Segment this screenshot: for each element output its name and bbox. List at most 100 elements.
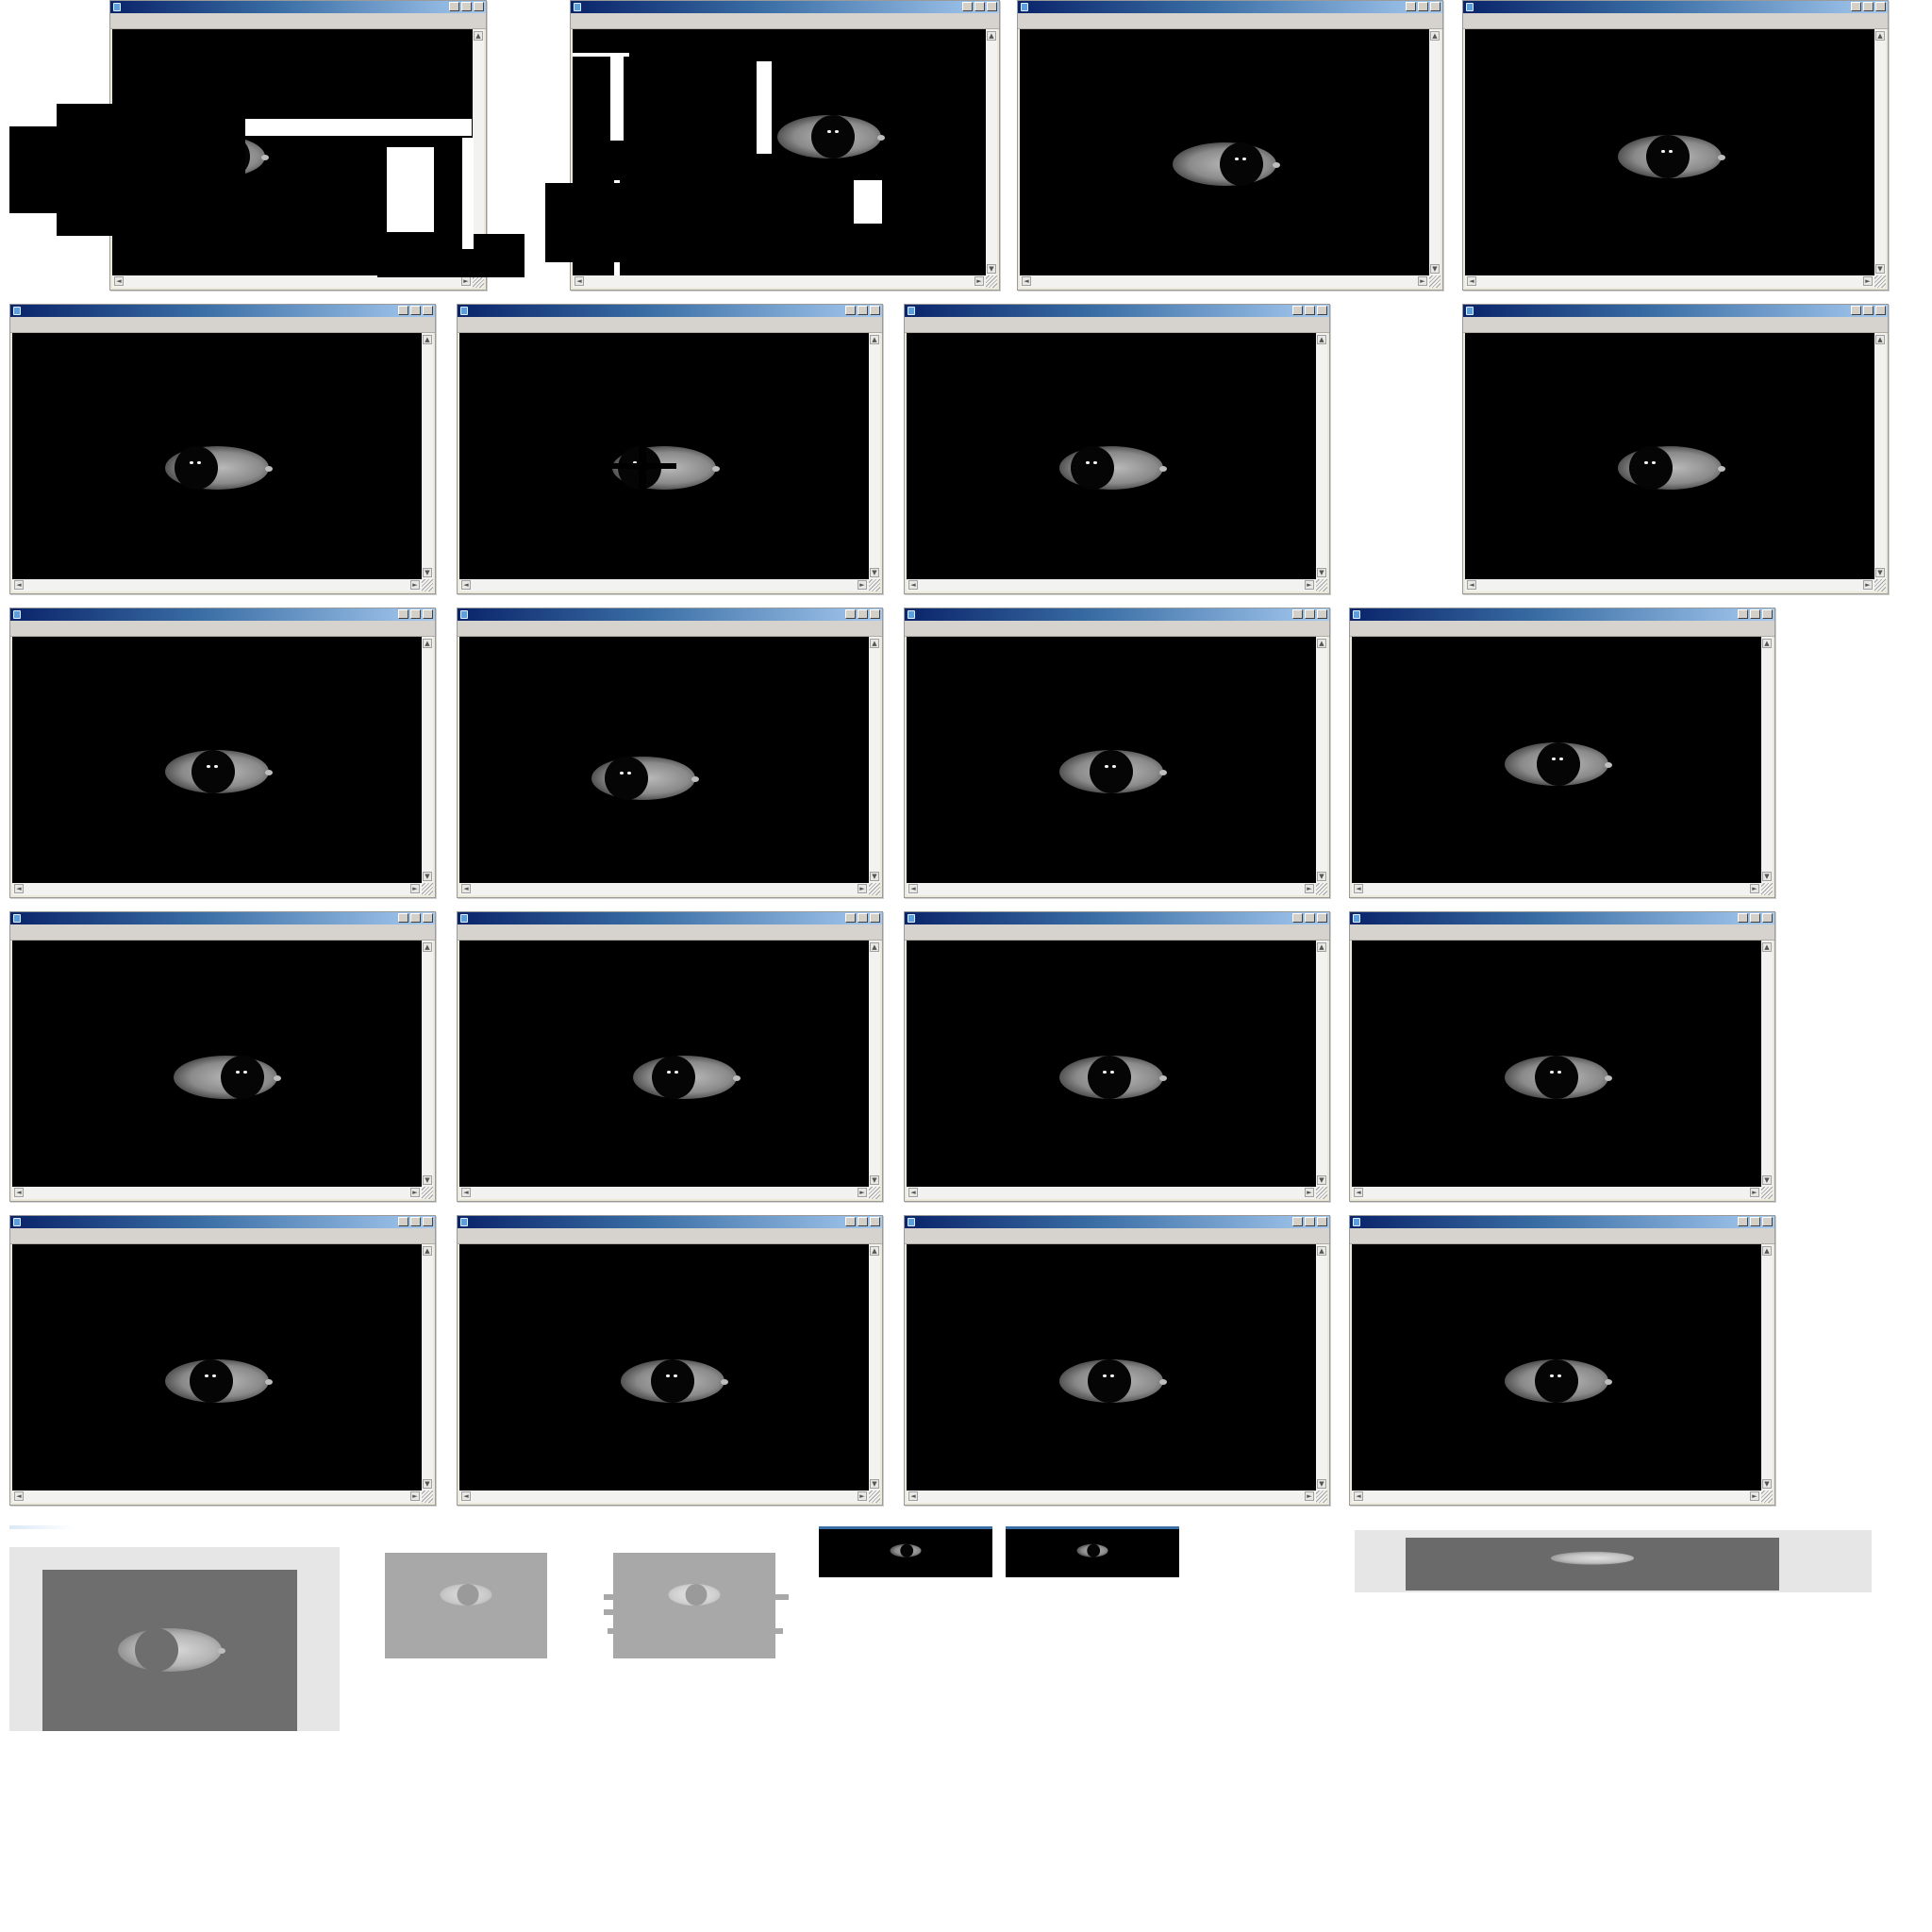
horizontal-scrollbar[interactable]: ◄ ► [1352, 883, 1761, 895]
close-icon[interactable] [1317, 1217, 1327, 1226]
scroll-up-icon[interactable]: ▲ [423, 335, 432, 344]
scroll-up-icon[interactable]: ▲ [870, 1246, 879, 1256]
gray-strip-panel[interactable] [1355, 1530, 1872, 1592]
scroll-right-icon[interactable]: ► [1863, 580, 1873, 590]
eye-viewer-window-14[interactable]: ▲ ▼ ◄ ► [457, 911, 883, 1202]
eye-image-viewport[interactable] [459, 637, 869, 883]
scroll-left-icon[interactable]: ◄ [908, 884, 918, 893]
minimize-icon[interactable] [1292, 306, 1303, 315]
scroll-left-icon[interactable]: ◄ [14, 884, 24, 893]
title-bar[interactable] [1350, 912, 1774, 924]
vertical-scrollbar[interactable]: ▲▼ [986, 29, 997, 275]
scroll-left-icon[interactable]: ◄ [14, 1188, 24, 1197]
scroll-right-icon[interactable]: ► [410, 1188, 420, 1197]
scroll-up-icon[interactable]: ▲ [870, 942, 879, 952]
horizontal-scrollbar[interactable]: ◄ ► [907, 579, 1316, 591]
horizontal-scrollbar[interactable]: ◄ ► [1465, 275, 1874, 288]
horizontal-scrollbar[interactable]: ◄ ► [459, 883, 869, 895]
scroll-down-icon[interactable]: ▼ [1317, 568, 1326, 577]
title-bar[interactable] [1463, 1, 1888, 13]
thumbnail-eye-1[interactable] [385, 1553, 547, 1658]
scroll-down-icon[interactable]: ▼ [1762, 1175, 1772, 1185]
eye-image-viewport[interactable] [12, 333, 422, 579]
scroll-down-icon[interactable]: ▼ [1875, 264, 1885, 274]
vertical-scrollbar[interactable]: ▲▼ [1874, 29, 1886, 275]
horizontal-scrollbar[interactable]: ◄ ► [1352, 1187, 1761, 1199]
maximize-icon[interactable] [410, 609, 421, 619]
vertical-scrollbar[interactable]: ▲▼ [1316, 941, 1327, 1187]
eye-image-viewport[interactable] [459, 941, 869, 1187]
maximize-icon[interactable] [1305, 306, 1315, 315]
maximize-icon[interactable] [1863, 306, 1874, 315]
title-bar[interactable] [10, 1216, 435, 1228]
title-bar[interactable] [458, 608, 882, 621]
horizontal-scrollbar[interactable]: ◄ ► [907, 883, 1316, 895]
close-icon[interactable] [1317, 609, 1327, 619]
title-bar[interactable] [10, 912, 435, 924]
title-bar[interactable] [458, 912, 882, 924]
maximize-icon[interactable] [410, 913, 421, 923]
scroll-right-icon[interactable]: ► [974, 276, 984, 286]
scroll-down-icon[interactable]: ▼ [987, 264, 996, 274]
resize-grip-icon[interactable] [1316, 579, 1327, 591]
scroll-up-icon[interactable]: ▲ [1317, 639, 1326, 648]
maximize-icon[interactable] [1305, 609, 1315, 619]
eye-viewer-window-3[interactable]: ▲ ▼ ◄ ► [1017, 0, 1443, 291]
title-bar[interactable] [905, 305, 1329, 317]
maximize-icon[interactable] [1863, 2, 1874, 11]
eye-viewer-window-9[interactable]: ▲ ▼ ◄ ► [9, 608, 436, 898]
vertical-scrollbar[interactable]: ▲▼ [1761, 637, 1773, 883]
resize-grip-icon[interactable] [1316, 1187, 1327, 1199]
scroll-left-icon[interactable]: ◄ [908, 1491, 918, 1501]
scroll-right-icon[interactable]: ► [858, 580, 867, 590]
resize-grip-icon[interactable] [422, 883, 433, 895]
scroll-left-icon[interactable]: ◄ [14, 580, 24, 590]
minimize-icon[interactable] [845, 913, 856, 923]
scroll-down-icon[interactable]: ▼ [423, 568, 432, 577]
close-icon[interactable] [987, 2, 997, 11]
minimize-icon[interactable] [1738, 1217, 1748, 1226]
resize-grip-icon[interactable] [1316, 883, 1327, 895]
vertical-scrollbar[interactable]: ▲▼ [1874, 333, 1886, 579]
minimize-icon[interactable] [1851, 2, 1861, 11]
minimize-icon[interactable] [1292, 913, 1303, 923]
vertical-scrollbar[interactable]: ▲▼ [422, 333, 433, 579]
resize-grip-icon[interactable] [1316, 1491, 1327, 1503]
close-icon[interactable] [1875, 2, 1886, 11]
scroll-up-icon[interactable]: ▲ [1762, 1246, 1772, 1256]
eye-image-viewport[interactable] [1352, 941, 1761, 1187]
horizontal-scrollbar[interactable]: ◄ ► [12, 883, 422, 895]
vertical-scrollbar[interactable]: ▲▼ [869, 333, 880, 579]
eye-image-viewport[interactable] [12, 941, 422, 1187]
eye-viewer-window-16[interactable]: ▲ ▼ ◄ ► [1349, 911, 1775, 1202]
minimize-icon[interactable] [845, 306, 856, 315]
maximize-icon[interactable] [858, 609, 868, 619]
horizontal-scrollbar[interactable]: ◄ ► [907, 1187, 1316, 1199]
vertical-scrollbar[interactable]: ▲▼ [869, 637, 880, 883]
vertical-scrollbar[interactable]: ▲▼ [422, 1244, 433, 1491]
scroll-down-icon[interactable]: ▼ [1875, 568, 1885, 577]
maximize-icon[interactable] [858, 1217, 868, 1226]
resize-grip-icon[interactable] [986, 275, 997, 288]
title-bar[interactable] [571, 1, 999, 13]
scroll-right-icon[interactable]: ► [410, 884, 420, 893]
eye-image-viewport[interactable] [459, 333, 869, 579]
close-icon[interactable] [423, 1217, 433, 1226]
close-icon[interactable] [1762, 1217, 1773, 1226]
resize-grip-icon[interactable] [422, 579, 433, 591]
horizontal-scrollbar[interactable]: ◄ ► [573, 275, 986, 288]
resize-grip-icon[interactable] [869, 1491, 880, 1503]
eye-viewer-window-19[interactable]: ▲ ▼ ◄ ► [904, 1215, 1330, 1506]
vertical-scrollbar[interactable]: ▲▼ [869, 1244, 880, 1491]
eye-viewer-window-11[interactable]: ▲ ▼ ◄ ► [904, 608, 1330, 898]
minimize-icon[interactable] [1738, 609, 1748, 619]
scroll-down-icon[interactable]: ▼ [423, 872, 432, 881]
scroll-right-icon[interactable]: ► [1305, 884, 1314, 893]
close-icon[interactable] [1762, 609, 1773, 619]
title-bar[interactable] [905, 912, 1329, 924]
close-icon[interactable] [870, 1217, 880, 1226]
title-bar[interactable] [110, 1, 486, 13]
maximize-icon[interactable] [410, 306, 421, 315]
horizontal-scrollbar[interactable]: ◄ ► [1465, 579, 1874, 591]
close-icon[interactable] [1317, 913, 1327, 923]
